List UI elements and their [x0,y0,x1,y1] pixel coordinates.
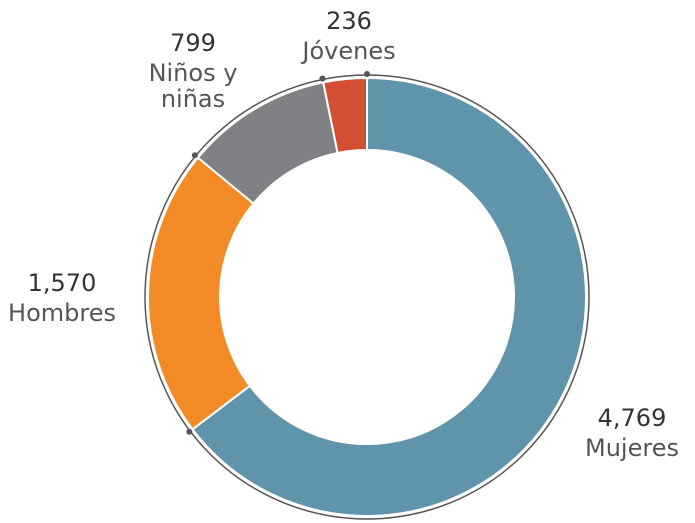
category-label: Jóvenes [302,37,396,65]
data-label: 236 Jóvenes [284,8,414,64]
boundary-dot [364,71,370,77]
donut-segment [322,76,368,155]
boundary-dot [186,428,193,435]
data-label: 1,570 Hombres [0,270,127,326]
category-label: Hombres [8,299,116,327]
boundary-dot [191,152,198,159]
value-label: 799 [170,29,216,57]
donut-segment [147,156,255,431]
value-label: 1,570 [27,269,97,297]
donut-segment [191,76,587,517]
value-label: 236 [326,7,372,35]
data-label: 4,769 Mujeres [567,405,695,461]
value-label: 4,769 [597,404,667,432]
category-label: Niños y niñas [148,59,238,113]
data-label: 799 Niños y niñas [128,30,258,112]
boundary-dot [319,75,326,82]
category-label: Mujeres [585,434,679,462]
